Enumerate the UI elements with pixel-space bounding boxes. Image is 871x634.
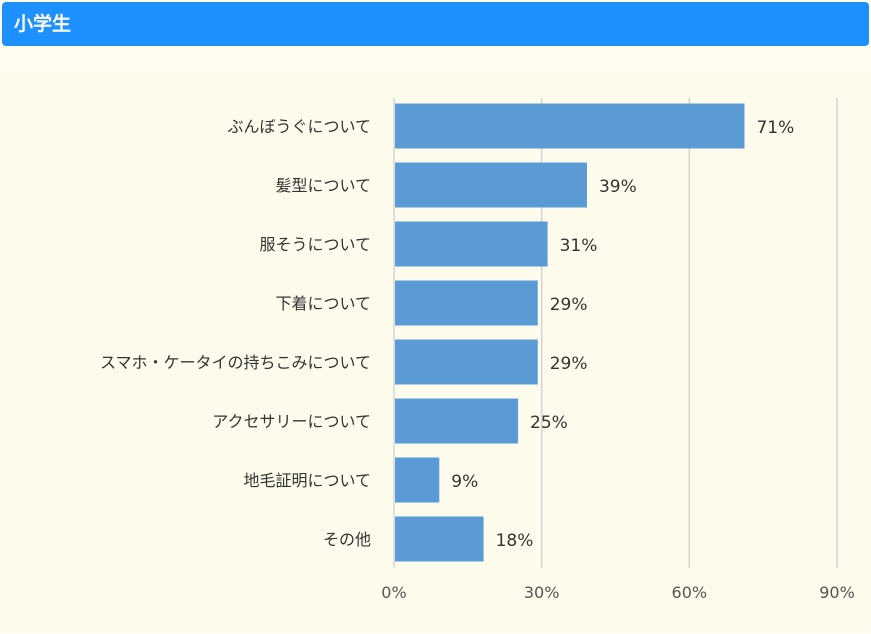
section-title: 小学生 — [14, 13, 72, 35]
section-header: 小学生 — [2, 2, 869, 46]
bar — [395, 221, 548, 267]
category-label: スマホ・ケータイの持ちこみについて — [100, 353, 371, 372]
x-tick-label: 0% — [381, 583, 406, 602]
category-label: 地毛証明について — [243, 471, 371, 490]
tick-layer: 0% 30% 60% 90% — [381, 583, 854, 602]
value-label: 18% — [496, 531, 534, 551]
bar-chart: ぶんぼうぐについて 71% 髪型について 39% 服そうについて 31% 下着について 29%… — [100, 98, 855, 602]
label-layer: ぶんぼうぐについて 71% 髪型について 39% 服そうについて 31% 下着について 29%… — [100, 117, 794, 551]
category-label: ぶんぼうぐについて — [227, 117, 371, 136]
bar — [395, 516, 484, 562]
value-label: 71% — [756, 118, 794, 138]
value-label: 29% — [550, 295, 588, 315]
category-label: アクセサリーについて — [212, 412, 371, 431]
bar — [395, 339, 538, 385]
bar — [395, 280, 538, 326]
bar — [395, 103, 745, 149]
category-label: 下着について — [275, 294, 371, 313]
x-tick-label: 30% — [524, 583, 560, 602]
value-label: 39% — [599, 177, 637, 197]
value-label: 31% — [560, 236, 598, 256]
value-label: 29% — [550, 354, 588, 374]
bar — [395, 398, 519, 444]
category-label: 髪型について — [275, 176, 371, 195]
x-tick-label: 90% — [819, 583, 855, 602]
chart-panel: ぶんぼうぐについて 71% 髪型について 39% 服そうについて 31% 下着について 29%… — [2, 70, 869, 630]
bar — [395, 457, 440, 503]
category-label: 服そうについて — [259, 235, 371, 254]
x-tick-label: 60% — [672, 583, 708, 602]
value-label: 25% — [530, 413, 568, 433]
category-label: その他 — [323, 530, 371, 549]
bar-layer — [395, 103, 745, 562]
value-label: 9% — [451, 472, 478, 492]
bar — [395, 162, 587, 208]
